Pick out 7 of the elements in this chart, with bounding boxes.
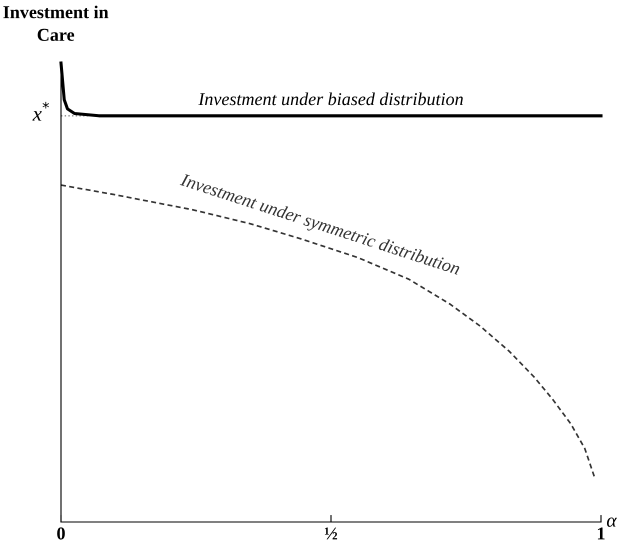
x-tick-label: 1 <box>598 527 605 540</box>
series-label: Investment under biased distribution <box>198 92 463 106</box>
y-axis-title: Investment in Care <box>3 6 108 41</box>
x-axis-title: α <box>606 518 617 527</box>
x-tick-label: 0 <box>57 527 65 540</box>
x-tick-label: ½ <box>324 528 338 540</box>
ref-line-label: x$^{*}$ <box>32 102 50 121</box>
